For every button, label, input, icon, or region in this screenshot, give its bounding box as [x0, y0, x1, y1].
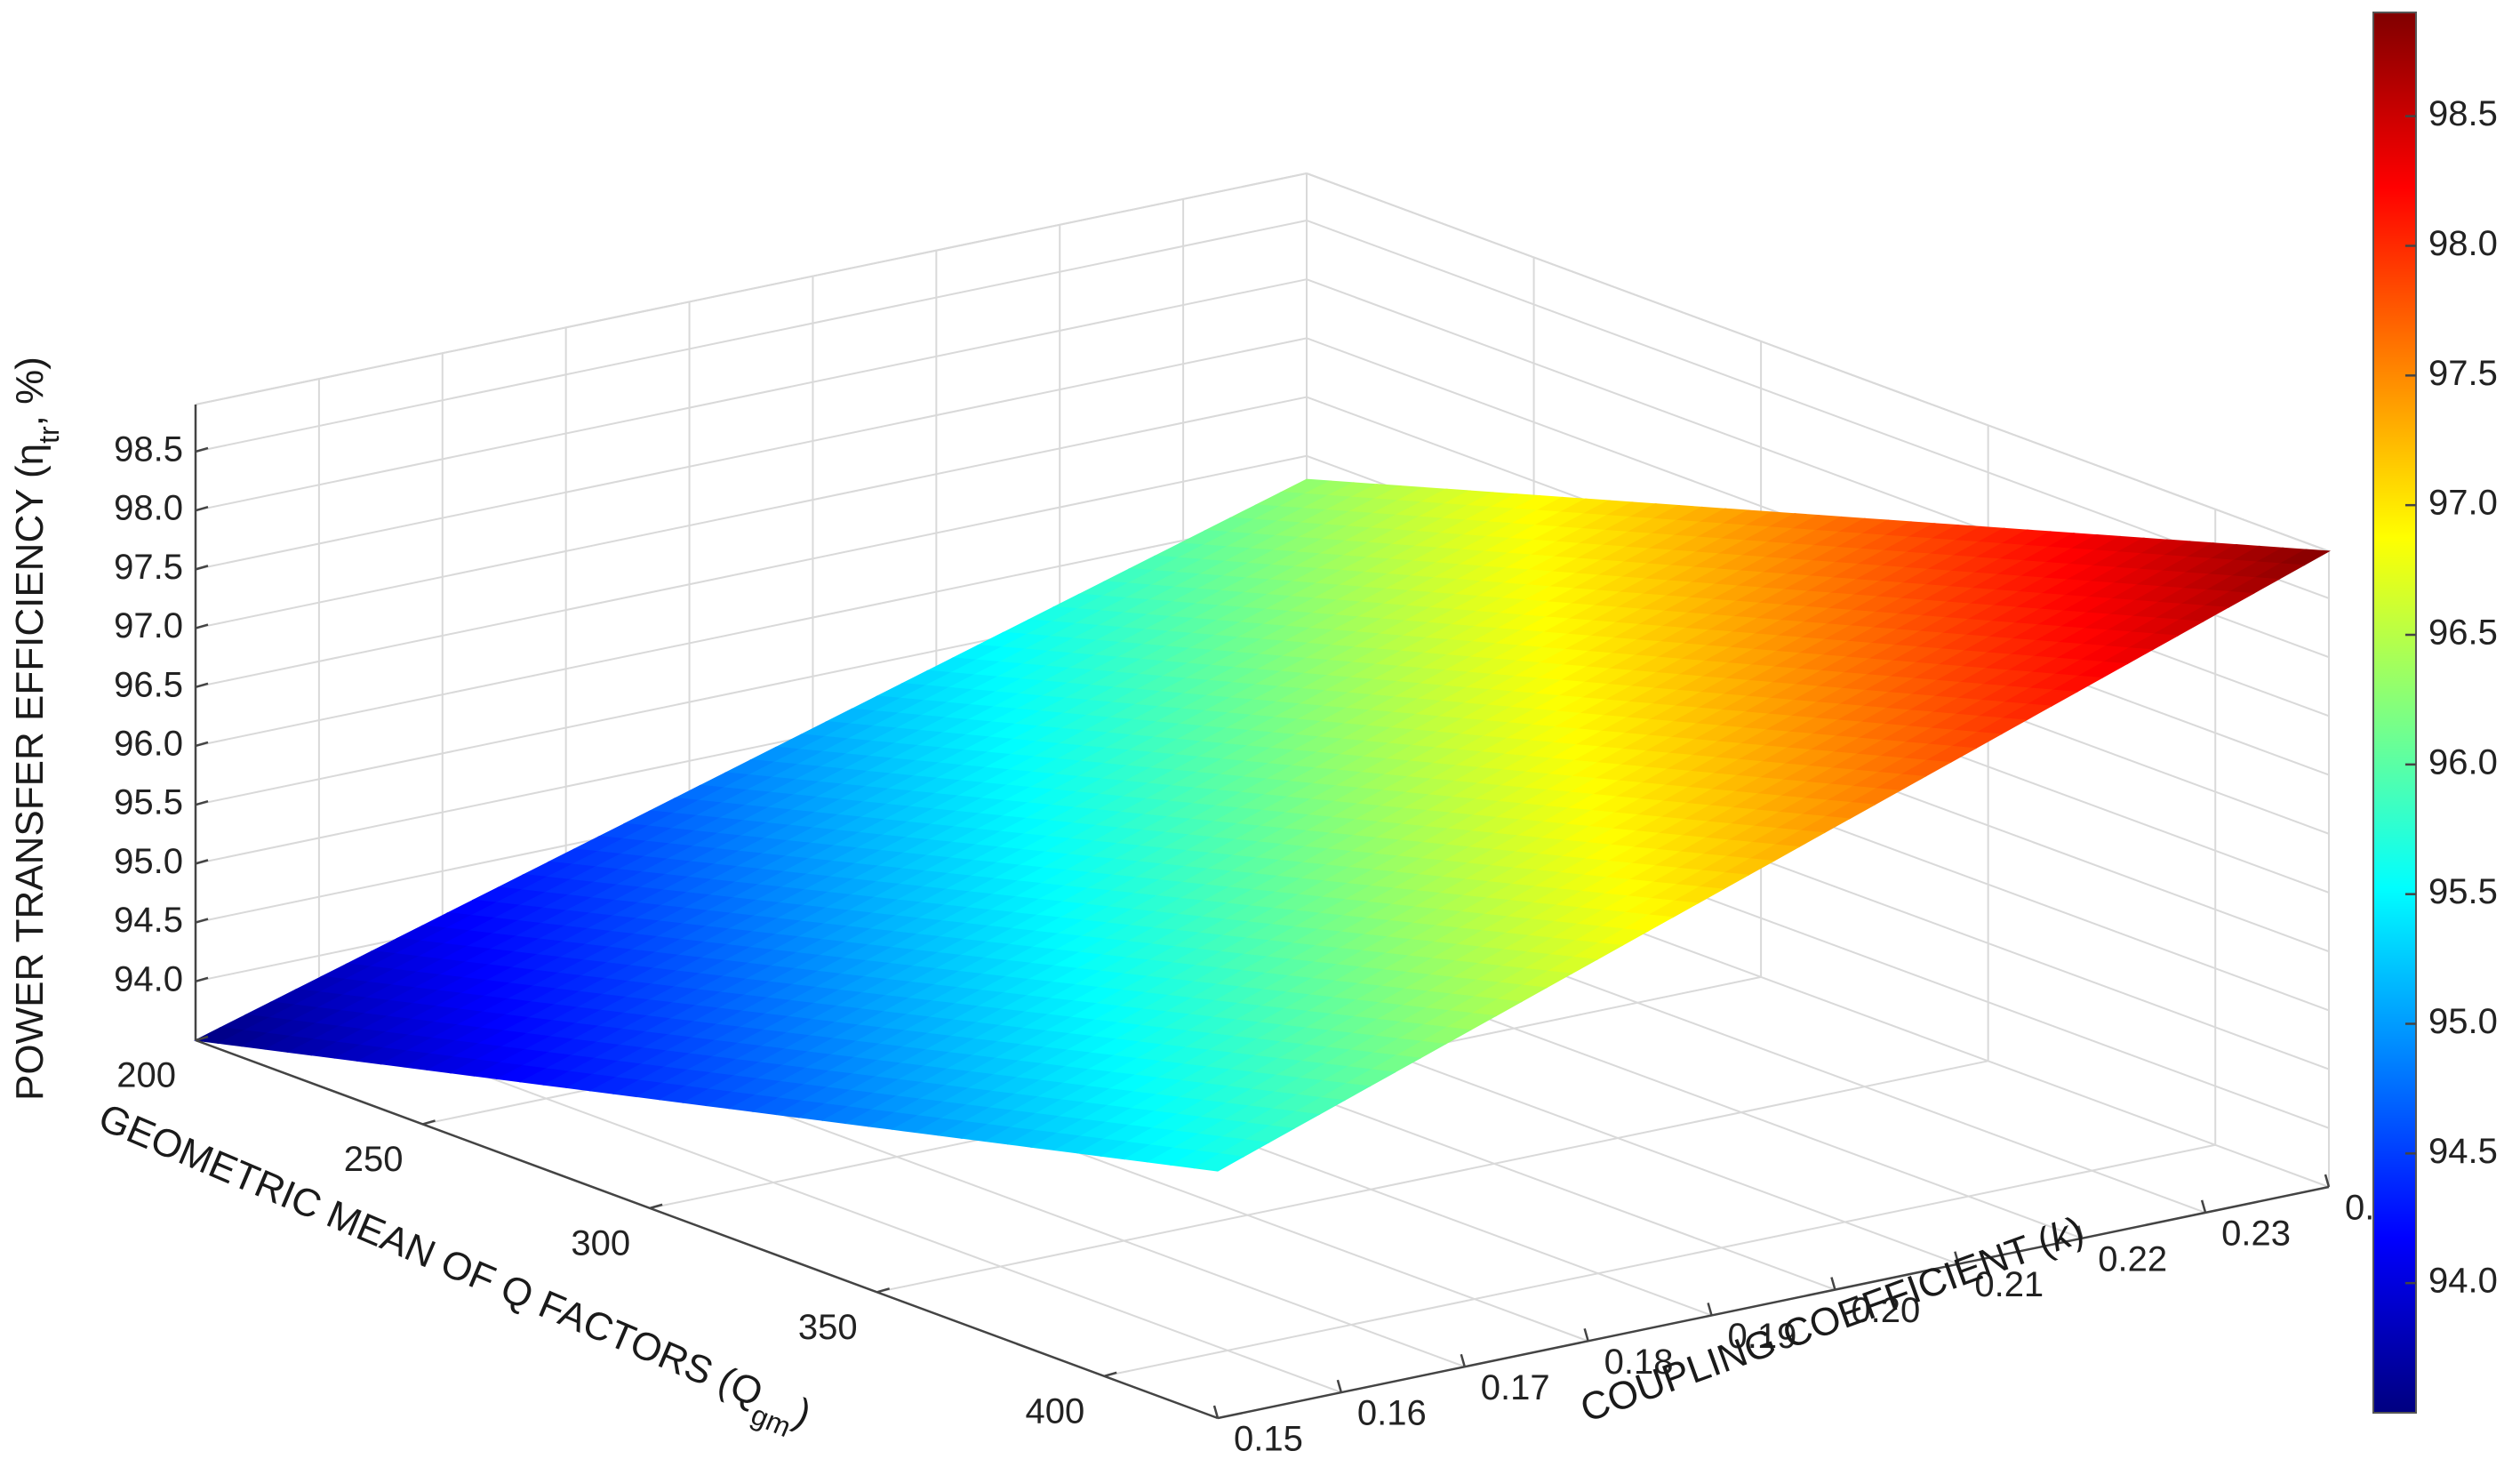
- z-tick-mark: [195, 741, 209, 748]
- z-tick-mark: [195, 859, 209, 865]
- z-tick-label: 98.5: [114, 430, 183, 469]
- y-tick-label: 0.20: [1851, 1291, 1920, 1330]
- z-tick-mark: [195, 446, 209, 453]
- y-axis-label: COUPLING COEFFICIENT (k): [1575, 1208, 2090, 1431]
- y-tick-mark: [1830, 1277, 1836, 1290]
- colorbar: 94.0 94.5 95.0 95.5 96.0 96.5 97.0 97.5 98.0 98.5: [2372, 12, 2498, 1414]
- x-tick-mark: [195, 1035, 209, 1042]
- y-tick-mark: [2324, 1174, 2331, 1188]
- y-tick-mark: [1460, 1353, 1466, 1367]
- y-tick-mark: [1954, 1251, 1960, 1265]
- grid-line: [195, 454, 1308, 688]
- y-tick-mark: [1583, 1327, 1589, 1342]
- colorbar-tick-label: 98.0: [2428, 224, 2498, 263]
- y-tick-label: 0.17: [1481, 1368, 1550, 1407]
- colorbar-tick-label: 95.0: [2428, 1002, 2498, 1041]
- y-tick-label: 0.22: [2098, 1239, 2167, 1279]
- z-tick-mark: [195, 918, 209, 924]
- x-tick-label: 400: [1025, 1391, 1084, 1431]
- grid-line: [1306, 220, 2330, 599]
- z-tick-label: 97.0: [114, 606, 183, 645]
- colorbar-tick-label: 98.5: [2428, 94, 2498, 133]
- y-tick-label: 0.19: [1728, 1317, 1797, 1356]
- x-axis-line: [195, 1038, 1219, 1420]
- x-tick-mark: [422, 1119, 436, 1126]
- y-tick-label: 0.15: [1234, 1420, 1303, 1459]
- colorbar-gradient: [2372, 12, 2417, 1414]
- y-tick-label: 0.18: [1604, 1343, 1674, 1382]
- grid-line: [195, 514, 1308, 747]
- y-tick-mark: [1212, 1405, 1220, 1419]
- y-tick-mark: [1336, 1379, 1343, 1393]
- x-axis-label: GEOMETRIC MEAN OF Q FACTORS (Qgm): [87, 1095, 817, 1448]
- y-tick-label: 0.23: [2221, 1214, 2291, 1253]
- grid-line: [1104, 1143, 2216, 1377]
- grid-line: [195, 396, 1308, 629]
- x-tick-label: 350: [798, 1308, 858, 1347]
- grid-line: [1306, 172, 2330, 552]
- z-tick-label: 98.0: [114, 489, 183, 528]
- colorbar-tick-label: 94.0: [2428, 1262, 2498, 1301]
- colorbar-tick-label: 94.5: [2428, 1132, 2498, 1171]
- z-axis-label: POWER TRANSFER EFFICIENCY (ηtr, %): [8, 357, 65, 1101]
- y-tick-mark: [2200, 1199, 2207, 1214]
- grid-line: [876, 1060, 1988, 1294]
- colorbar-tick-label: 96.5: [2428, 613, 2498, 653]
- y-axis-line: [1217, 1185, 2330, 1420]
- x-tick-label: 300: [571, 1223, 630, 1263]
- surface: [193, 478, 2332, 1172]
- x-tick-label: 250: [344, 1140, 404, 1179]
- z-tick-mark: [195, 976, 209, 982]
- z-tick-mark: [195, 682, 209, 688]
- y-tick-mark: [1707, 1303, 1713, 1316]
- colorbar-tick-label: 97.5: [2428, 354, 2498, 393]
- z-tick-label: 94.5: [114, 901, 183, 940]
- z-tick-label: 96.0: [114, 725, 183, 764]
- z-tick-label: 95.0: [114, 842, 183, 881]
- x-tick-label: 200: [116, 1056, 176, 1095]
- colorbar-tick-label: 96.0: [2428, 742, 2498, 782]
- grid-line: [195, 337, 1308, 571]
- z-tick-mark: [195, 799, 209, 806]
- grid-line: [195, 219, 1308, 453]
- z-tick-label: 94.0: [114, 959, 183, 998]
- z-tick-label: 96.5: [114, 665, 183, 704]
- colorbar-tick-label: 95.5: [2428, 872, 2498, 911]
- x-tick-mark: [876, 1287, 891, 1294]
- y-tick-label: 0.21: [1974, 1265, 2044, 1304]
- z-tick-label: 97.5: [114, 548, 183, 587]
- z-tick-label: 95.5: [114, 783, 183, 822]
- z-tick-mark: [195, 505, 209, 512]
- y-tick-mark: [2077, 1225, 2084, 1239]
- grid-line: [195, 278, 1308, 512]
- y-tick-label: 0.16: [1357, 1394, 1427, 1433]
- grid-line: [195, 172, 1308, 405]
- z-tick-mark: [195, 565, 209, 571]
- colorbar-tick-label: 97.0: [2428, 484, 2498, 523]
- surface-patch: [1192, 1153, 1245, 1172]
- z-tick-mark: [195, 623, 209, 629]
- x-tick-mark: [649, 1203, 663, 1210]
- x-tick-mark: [1103, 1371, 1117, 1377]
